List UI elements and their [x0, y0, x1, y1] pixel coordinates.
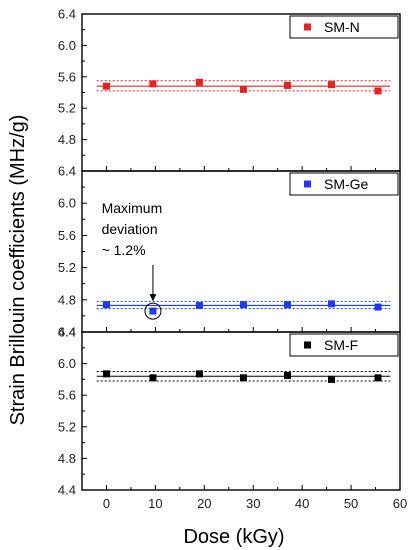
legend-box: [289, 172, 399, 196]
y-tick-label: 5.2: [58, 101, 76, 116]
x-tick-label: 0: [103, 496, 110, 511]
data-point: [102, 301, 110, 309]
y-axis-title: Strain Brillouin coefficients (MHz/g): [7, 115, 29, 426]
y-tick-label: 4.4: [58, 483, 76, 498]
annotation-arrowhead: [149, 294, 157, 302]
data-point: [239, 374, 247, 382]
data-point: [102, 370, 110, 378]
data-point: [149, 374, 157, 382]
y-tick-label: 6.4: [58, 325, 76, 340]
data-point: [328, 375, 336, 383]
x-tick-label: 50: [344, 496, 358, 511]
y-tick-label: 5.2: [58, 260, 76, 275]
y-tick-label: 5.6: [58, 388, 76, 403]
legend-label: SM-F: [324, 337, 358, 353]
legend-label: SM-Ge: [324, 176, 369, 192]
data-point: [283, 301, 291, 309]
y-tick-label: 4.8: [58, 451, 76, 466]
panel-sm-f: 4.4 4.8 5.2 5.6 6.0 6.4 SM-F: [58, 325, 401, 498]
legend-marker: [304, 341, 311, 349]
y-tick-label: 4.4: [58, 325, 76, 340]
legend-marker: [304, 180, 311, 188]
y-tick-label: 5.6: [58, 69, 76, 84]
annotation-line: ~ 1.2%: [102, 242, 146, 258]
data-point: [374, 87, 382, 95]
y-tick-label: 6.0: [58, 196, 76, 211]
y-tick-label: 6.0: [58, 356, 76, 371]
legend-marker: [304, 23, 311, 31]
y-tick-label: 6.4: [58, 164, 76, 179]
data-point: [283, 371, 291, 379]
y-tick-label: 5.6: [58, 228, 76, 243]
y-tick-label: 4.8: [58, 132, 76, 147]
y-tick-label: 6.4: [58, 7, 76, 22]
legend-box: [289, 15, 399, 39]
annotation-line: Maximum: [102, 200, 163, 216]
data-point: [195, 78, 203, 86]
x-tick-label: 60: [393, 496, 407, 511]
x-tick-label: 10: [148, 496, 162, 511]
data-point: [283, 81, 291, 89]
annotation-line: deviation: [102, 221, 158, 237]
x-tick-label: 20: [197, 496, 211, 511]
data-point: [239, 85, 247, 93]
data-point: [328, 81, 336, 89]
annotation: Maximum deviation ~ 1.2%: [102, 200, 163, 320]
panel-sm-ge: 4.4 4.8 5.2 5.6 6.0 6.4 SM-Ge Maximum deviation ~…: [58, 164, 401, 340]
y-tick-label: 5.2: [58, 419, 76, 434]
legend: SM-F: [289, 333, 399, 357]
data-point: [239, 301, 247, 309]
panel-sm-n: 4.8 5.2 5.6 6.0 6.4 SM-N: [58, 7, 401, 172]
y-tick-label: 6.0: [58, 38, 76, 53]
data-point: [195, 301, 203, 309]
data-point: [374, 374, 382, 382]
plot-area: 4.8 5.2 5.6 6.0 6.4 SM-N 4.4 4.8 5.2 5.6 6.0 6.4 SM-…: [58, 7, 407, 512]
legend: SM-N: [289, 15, 399, 39]
x-axis-title: Dose (kGy): [183, 526, 284, 548]
data-point: [328, 300, 336, 308]
data-point: [149, 307, 157, 315]
x-tick-label: 40: [295, 496, 309, 511]
x-tick-label: 30: [246, 496, 260, 511]
legend: SM-Ge: [289, 172, 399, 196]
y-tick-label: 4.8: [58, 292, 76, 307]
data-point: [374, 303, 382, 311]
data-point: [102, 82, 110, 90]
legend-box: [289, 333, 399, 357]
data-point: [149, 80, 157, 88]
legend-label: SM-N: [324, 19, 360, 35]
annotation-circle: [144, 302, 162, 320]
data-point: [195, 370, 203, 378]
